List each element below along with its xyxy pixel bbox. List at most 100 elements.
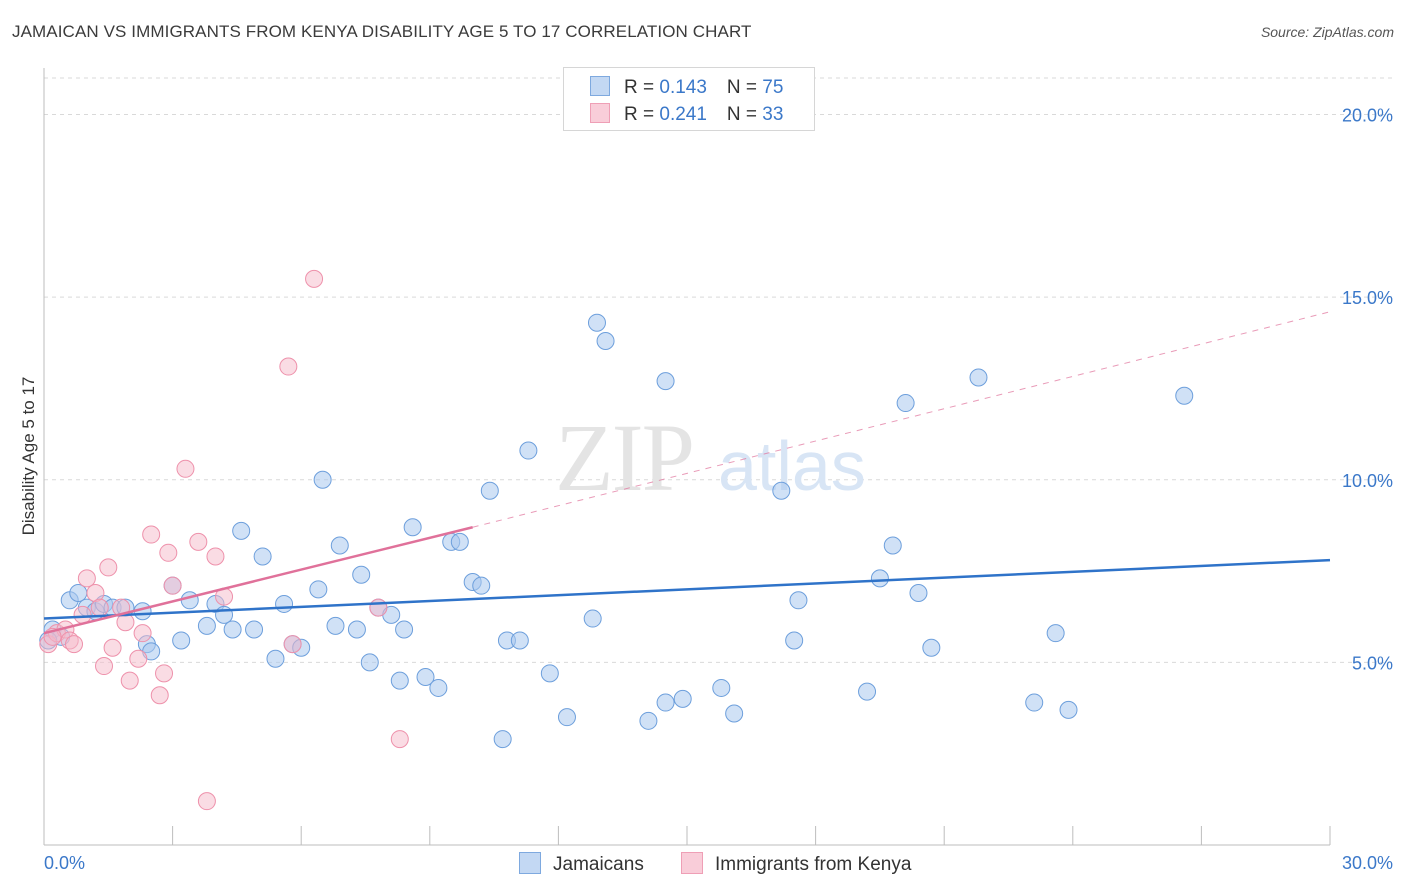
- bottom-legend-swatch-pink: [681, 852, 703, 874]
- data-point-jamaicans: [69, 583, 88, 602]
- data-point-jamaicans: [480, 481, 499, 500]
- axes: [43, 68, 1331, 846]
- data-point-jamaicans: [232, 521, 251, 540]
- data-point-kenya: [150, 686, 169, 705]
- legend: R = 0.143 N = 75 R = 0.241 N = 33: [563, 67, 815, 131]
- data-point-jamaicans: [416, 667, 435, 686]
- data-point-jamaicans: [896, 394, 915, 413]
- data-point-kenya: [176, 459, 195, 478]
- legend-r-label: R =: [624, 77, 660, 98]
- data-point-kenya: [120, 671, 139, 690]
- watermark-atlas: atlas: [718, 427, 866, 505]
- y-tick-label: 20.0%: [1342, 106, 1393, 126]
- series-kenya: [39, 269, 409, 811]
- data-point-kenya: [129, 649, 148, 668]
- data-point-jamaicans: [725, 704, 744, 723]
- data-point-kenya: [163, 576, 182, 595]
- legend-r-value: 0.241: [659, 104, 707, 125]
- data-point-kenya: [103, 638, 122, 657]
- data-point-jamaicans: [587, 313, 606, 332]
- data-point-jamaicans: [785, 631, 804, 650]
- data-point-kenya: [65, 635, 84, 654]
- data-point-jamaicans: [656, 372, 675, 391]
- data-point-kenya: [369, 598, 388, 617]
- data-point-kenya: [390, 730, 409, 749]
- legend-n-label: N =: [726, 77, 763, 98]
- data-point-jamaicans: [519, 441, 538, 460]
- bottom-legend-swatch-blue: [519, 852, 541, 874]
- data-point-kenya: [95, 657, 114, 676]
- data-point-jamaicans: [429, 678, 448, 697]
- data-point-jamaicans: [883, 536, 902, 555]
- legend-row-jamaicans: R = 0.143 N = 75: [590, 76, 783, 98]
- data-point-jamaicans: [596, 331, 615, 350]
- data-point-jamaicans: [870, 569, 889, 588]
- trend-lines: [43, 311, 1331, 635]
- data-point-kenya: [155, 664, 174, 683]
- tick-labels: 5.0% 10.0% 15.0% 20.0% 0.0% 30.0%: [44, 106, 1393, 873]
- data-point-jamaicans: [656, 693, 675, 712]
- data-point-jamaicans: [275, 594, 294, 613]
- legend-n-value: 33: [762, 104, 784, 125]
- data-point-jamaicans: [223, 620, 242, 639]
- data-point-kenya: [279, 357, 298, 376]
- data-point-jamaicans: [493, 730, 512, 749]
- data-point-jamaicans: [180, 591, 199, 610]
- data-point-jamaicans: [1046, 624, 1065, 643]
- data-point-jamaicans: [352, 565, 371, 584]
- y-tick-label: 10.0%: [1342, 471, 1393, 491]
- bottom-legend-kenya: Immigrants from Kenya: [681, 852, 911, 876]
- legend-swatch-blue: [590, 76, 610, 96]
- data-point-kenya: [305, 269, 324, 288]
- data-point-jamaicans: [450, 532, 469, 551]
- legend-row-kenya: R = 0.241 N = 33: [590, 103, 783, 125]
- data-point-jamaicans: [969, 368, 988, 387]
- data-point-jamaicans: [712, 678, 731, 697]
- data-point-kenya: [77, 569, 96, 588]
- data-point-kenya: [189, 532, 208, 551]
- gridlines: [44, 77, 1392, 663]
- data-point-jamaicans: [245, 620, 264, 639]
- data-point-jamaicans: [390, 671, 409, 690]
- data-point-jamaicans: [313, 470, 332, 489]
- data-point-jamaicans: [347, 620, 366, 639]
- trend-line-jamaicans: [43, 558, 1331, 620]
- x-tick-label: 30.0%: [1342, 853, 1393, 873]
- trend-line-kenya-extension: [472, 311, 1331, 528]
- data-point-kenya: [73, 605, 92, 624]
- y-tick-label: 15.0%: [1342, 288, 1393, 308]
- bottom-legend-label: Immigrants from Kenya: [715, 854, 912, 875]
- legend-r-label: R =: [624, 104, 660, 125]
- legend-n-value: 75: [762, 77, 784, 98]
- data-point-kenya: [197, 792, 216, 811]
- data-point-kenya: [159, 543, 178, 562]
- data-point-jamaicans: [922, 638, 941, 657]
- data-point-jamaicans: [639, 711, 658, 730]
- data-point-jamaicans: [1175, 386, 1194, 405]
- data-point-jamaicans: [309, 580, 328, 599]
- data-point-jamaicans: [360, 653, 379, 672]
- data-point-jamaicans: [510, 631, 529, 650]
- data-point-jamaicans: [858, 682, 877, 701]
- data-point-jamaicans: [403, 518, 422, 537]
- data-point-jamaicans: [266, 649, 285, 668]
- data-point-jamaicans: [197, 616, 216, 635]
- source-label: Source: ZipAtlas.com: [1260, 24, 1394, 40]
- data-point-jamaicans: [583, 609, 602, 628]
- y-axis-label: Disability Age 5 to 17: [19, 377, 38, 536]
- legend-r-value: 0.143: [659, 77, 707, 98]
- data-point-jamaicans: [326, 616, 345, 635]
- chart-title: JAMAICAN VS IMMIGRANTS FROM KENYA DISABI…: [12, 22, 752, 41]
- data-point-kenya: [90, 598, 109, 617]
- data-point-jamaicans: [772, 481, 791, 500]
- data-point-jamaicans: [540, 664, 559, 683]
- data-point-kenya: [283, 635, 302, 654]
- bottom-legend-label: Jamaicans: [553, 854, 644, 875]
- data-point-jamaicans: [1059, 700, 1078, 719]
- y-tick-label: 5.0%: [1352, 653, 1393, 673]
- data-point-jamaicans: [253, 547, 272, 566]
- watermark: ZIP atlas: [555, 404, 866, 511]
- data-point-jamaicans: [909, 583, 928, 602]
- data-point-kenya: [142, 525, 161, 544]
